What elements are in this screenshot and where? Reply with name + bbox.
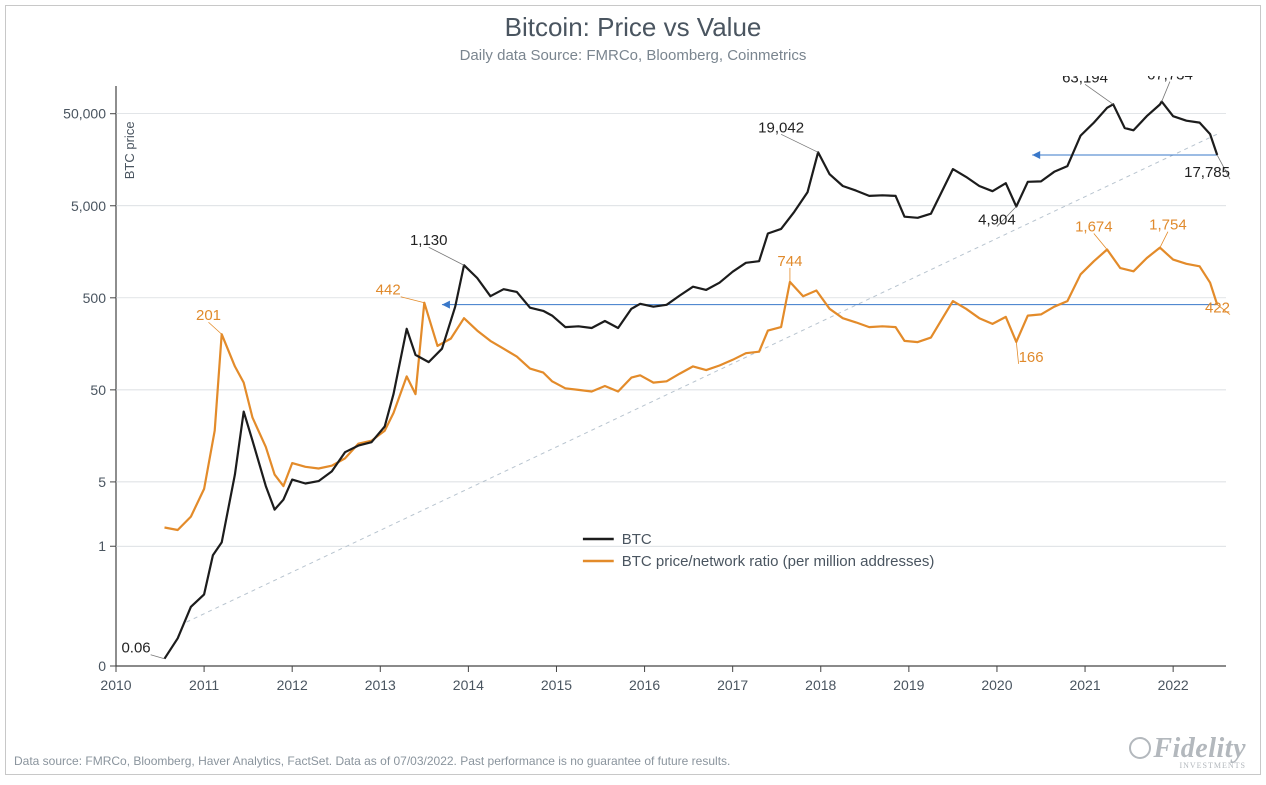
svg-text:2019: 2019 — [893, 677, 924, 693]
svg-text:BTC price: BTC price — [122, 121, 137, 179]
svg-text:2020: 2020 — [981, 677, 1012, 693]
chart-title: Bitcoin: Price vs Value — [6, 12, 1260, 43]
svg-text:0.06: 0.06 — [121, 640, 150, 657]
svg-text:67,734: 67,734 — [1147, 76, 1193, 84]
svg-text:1: 1 — [98, 538, 106, 554]
svg-text:4,904: 4,904 — [978, 212, 1016, 229]
svg-text:5,000: 5,000 — [71, 198, 106, 214]
svg-text:2015: 2015 — [541, 677, 572, 693]
svg-text:1,754: 1,754 — [1149, 217, 1187, 234]
svg-text:744: 744 — [777, 253, 802, 270]
svg-text:2016: 2016 — [629, 677, 660, 693]
svg-text:19,042: 19,042 — [758, 119, 804, 136]
chart-subtitle: Daily data Source: FMRCo, Bloomberg, Coi… — [6, 47, 1260, 64]
svg-text:0: 0 — [98, 658, 106, 674]
svg-text:2017: 2017 — [717, 677, 748, 693]
brand-logo: Fidelity INVESTMENTS — [1129, 733, 1246, 770]
svg-text:2022: 2022 — [1158, 677, 1189, 693]
svg-text:2010: 2010 — [100, 677, 131, 693]
svg-text:63,194: 63,194 — [1062, 76, 1108, 86]
chart-svg: 015505005,00050,000BTC price201020112012… — [46, 76, 1236, 716]
footer-text: Data source: FMRCo, Bloomberg, Haver Ana… — [14, 754, 730, 768]
svg-text:BTC: BTC — [622, 531, 652, 548]
svg-text:17,785: 17,785 — [1184, 164, 1230, 181]
svg-text:50,000: 50,000 — [63, 106, 106, 122]
brand-icon — [1129, 737, 1151, 759]
svg-text:201: 201 — [196, 307, 221, 324]
svg-text:50: 50 — [90, 382, 106, 398]
svg-text:166: 166 — [1019, 349, 1044, 366]
svg-text:2013: 2013 — [365, 677, 396, 693]
svg-text:1,674: 1,674 — [1075, 219, 1113, 236]
svg-text:2011: 2011 — [189, 677, 219, 693]
svg-text:422: 422 — [1205, 300, 1230, 317]
chart-container: Bitcoin: Price vs Value Daily data Sourc… — [5, 5, 1261, 775]
svg-text:BTC price/network ratio (per m: BTC price/network ratio (per million add… — [622, 553, 935, 570]
brand-sub: INVESTMENTS — [1129, 761, 1246, 770]
svg-text:5: 5 — [98, 474, 106, 490]
svg-text:2014: 2014 — [453, 677, 484, 693]
svg-text:500: 500 — [83, 290, 107, 306]
svg-text:1,130: 1,130 — [410, 232, 448, 249]
brand-name: Fidelity — [1153, 733, 1246, 764]
svg-text:2021: 2021 — [1069, 677, 1100, 693]
plot-area: 015505005,00050,000BTC price201020112012… — [46, 76, 1236, 716]
svg-text:442: 442 — [376, 282, 401, 299]
svg-text:2012: 2012 — [277, 677, 308, 693]
svg-text:2018: 2018 — [805, 677, 836, 693]
